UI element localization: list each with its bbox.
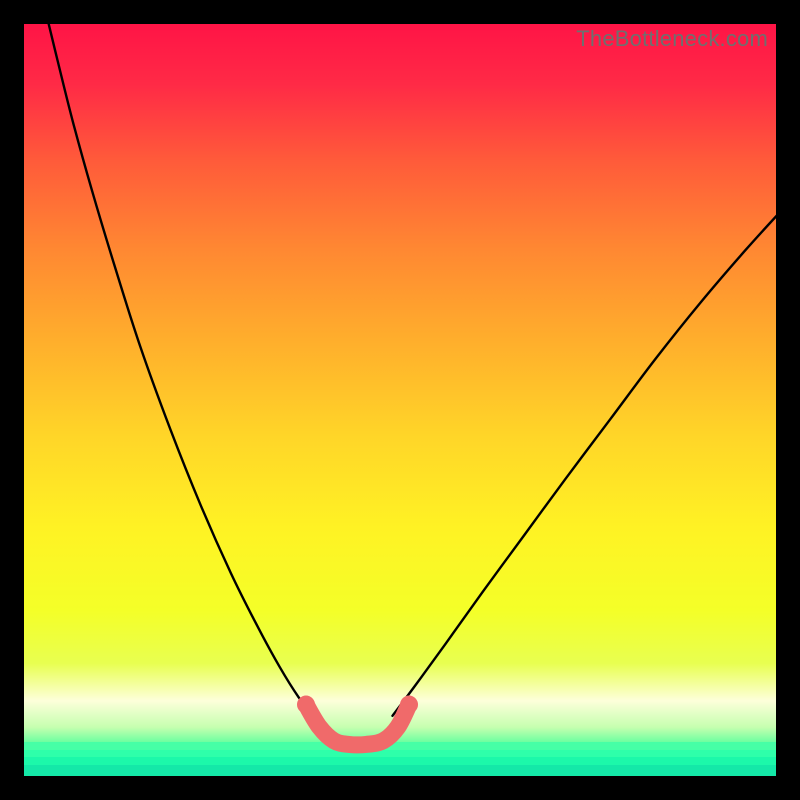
- curve-layer: [24, 24, 776, 776]
- curve-left: [45, 24, 313, 716]
- curve-right: [392, 208, 776, 716]
- u-marker-endpoint-right: [400, 696, 418, 714]
- chart-frame: TheBottleneck.com: [0, 0, 800, 800]
- optimal-range-u-marker: [306, 705, 409, 745]
- watermark-text: TheBottleneck.com: [576, 26, 768, 52]
- plot-area: TheBottleneck.com: [24, 24, 776, 776]
- u-marker-endpoint-left: [297, 696, 315, 714]
